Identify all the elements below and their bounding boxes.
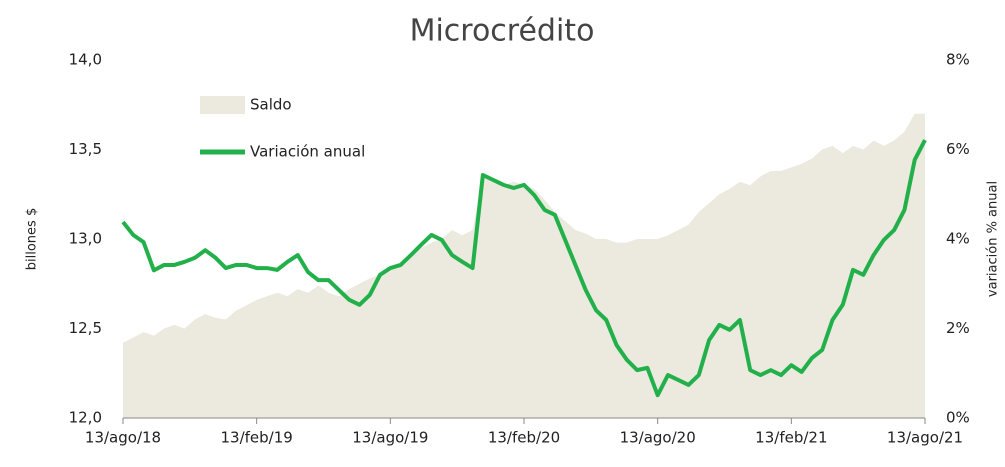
- y2-axis-label: variación % anual: [986, 181, 1001, 297]
- legend-label: Saldo: [250, 96, 292, 114]
- x-tick-label: 13/ago/19: [352, 429, 428, 447]
- line: [121, 139, 927, 398]
- x-tick-label: 13/feb/20: [488, 429, 560, 447]
- y2-tick-label: 8%: [946, 51, 970, 69]
- legend-swatch: [200, 96, 245, 114]
- y2-tick-label: 2%: [946, 319, 970, 337]
- y-tick-label: 12,0: [69, 409, 102, 427]
- x-tick-label: 13/ago/20: [620, 429, 696, 447]
- y2-tick-label: 4%: [946, 230, 970, 248]
- y-tick-label: 13,5: [69, 140, 102, 158]
- y-tick-label: 14,0: [69, 51, 102, 69]
- x-tick-label: 13/feb/21: [755, 429, 827, 447]
- x-tick-label: 13/ago/18: [85, 429, 161, 447]
- chart-title: Microcrédito: [410, 14, 595, 49]
- area: [123, 113, 925, 418]
- y2-tick-label: 6%: [946, 140, 970, 158]
- y-tick-label: 13,0: [69, 230, 102, 248]
- y-axis-label: billones $: [25, 208, 40, 270]
- x-tick-label: 13/ago/21: [887, 429, 963, 447]
- x-tick-label: 13/feb/19: [221, 429, 293, 447]
- y2-tick-label: 0%: [946, 409, 970, 427]
- legend-label: Variación anual: [250, 143, 365, 161]
- y-tick-label: 12,5: [69, 319, 102, 337]
